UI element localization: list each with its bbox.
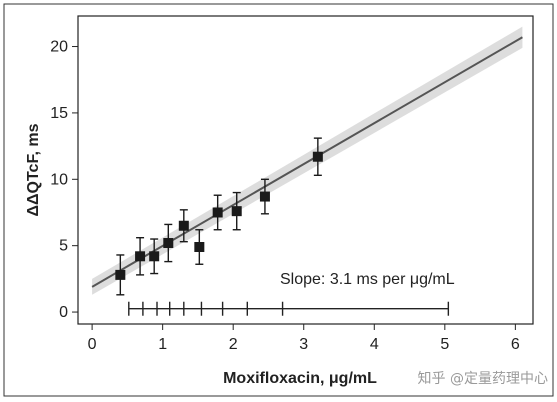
y-tick-label: 15 <box>50 105 68 122</box>
x-tick-label: 2 <box>229 336 238 353</box>
data-point-layer <box>115 151 323 280</box>
data-point <box>115 269 126 280</box>
slope-annotation: Slope: 3.1 ms per μg/mL <box>280 271 455 288</box>
x-tick-label: 0 <box>88 336 97 353</box>
figure-frame <box>3 3 554 397</box>
x-tick-label: 3 <box>299 336 308 353</box>
y-tick-label: 0 <box>59 304 68 321</box>
confidence-band-layer <box>92 26 523 295</box>
confidence-band <box>92 26 523 295</box>
data-point <box>135 251 146 262</box>
y-tick-label: 5 <box>59 238 68 255</box>
y-tick-label: 10 <box>50 171 68 188</box>
data-point <box>259 191 270 202</box>
x-axis: 0 1 2 3 4 5 6 <box>88 324 520 353</box>
regression-line <box>91 36 523 288</box>
data-point <box>163 238 174 249</box>
x-tick-label: 5 <box>440 336 449 353</box>
y-axis-title: ΔΔQTcF, ms <box>25 123 42 216</box>
x-axis-title: Moxifloxacin, μg/mL <box>223 370 377 387</box>
data-point <box>178 220 189 231</box>
data-point <box>212 207 223 218</box>
rug-layer <box>128 301 450 316</box>
y-axis: 0 5 10 15 20 <box>50 39 78 321</box>
data-point <box>149 251 160 262</box>
data-point <box>231 206 242 217</box>
plot-area <box>77 15 534 325</box>
y-tick-label: 20 <box>50 39 68 56</box>
x-tick-label: 4 <box>370 336 379 353</box>
x-tick-label: 6 <box>511 336 520 353</box>
data-point <box>312 151 323 162</box>
data-point <box>194 242 205 252</box>
regression-line-layer <box>91 36 523 288</box>
watermark: 知乎 @定量药理中心 <box>418 370 548 387</box>
x-tick-label: 1 <box>158 336 167 353</box>
